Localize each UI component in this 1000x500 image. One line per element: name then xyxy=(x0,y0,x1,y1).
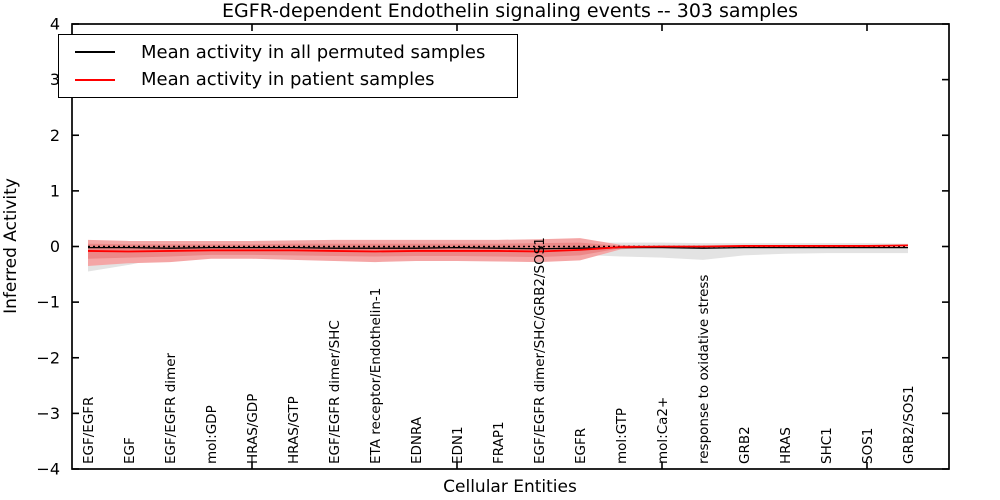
chart-title: EGFR-dependent Endothelin signaling even… xyxy=(222,0,798,22)
mean-line-patient xyxy=(87,244,909,253)
legend-item-patient: Mean activity in patient samples xyxy=(75,69,517,90)
x-category-label: EDNRA xyxy=(409,416,425,464)
x-category-label: mol:Ca2+ xyxy=(655,397,671,464)
y-tick-label: −4 xyxy=(36,460,60,479)
x-category-label: mol:GTP xyxy=(614,408,630,464)
legend-label-permuted: Mean activity in all permuted samples xyxy=(141,41,486,63)
plot-frame xyxy=(71,23,950,470)
bands-layer xyxy=(88,238,908,272)
x-category-label: EDN1 xyxy=(450,426,466,464)
y-tick-label: 0 xyxy=(50,237,60,256)
y-axis-label: Inferred Activity xyxy=(1,178,21,314)
legend-item-permuted: Mean activity in all permuted samples xyxy=(75,42,517,63)
x-category-label: EGF xyxy=(122,437,138,464)
x-category-label: response to oxidative stress xyxy=(696,275,712,464)
mean-line-permuted xyxy=(88,246,908,250)
x-category-label: GRB2 xyxy=(737,426,753,464)
x-category-label: GRB2/SOS1 xyxy=(901,385,917,464)
y-tick-label: −3 xyxy=(36,404,60,423)
y-tick-label: 2 xyxy=(50,126,60,145)
x-category-label: EGF/EGFR xyxy=(81,397,97,464)
lines-layer xyxy=(87,244,909,253)
x-category-label: HRAS/GTP xyxy=(286,396,302,464)
tick-labels-layer: −4 −3 −2 −1 0 1 2 3 4 EGF/EGFR EGF EGF/EGFR dimer mo… xyxy=(36,15,917,479)
y-tick-label: −2 xyxy=(36,348,60,367)
x-category-label: SHC1 xyxy=(819,427,835,464)
x-category-label: mol:GDP xyxy=(204,405,220,464)
legend-line-patient-icon xyxy=(75,78,115,81)
y-tick-label: 4 xyxy=(50,15,60,34)
x-category-label: SOS1 xyxy=(860,428,876,464)
legend: Mean activity in all permuted samples Me… xyxy=(58,34,518,98)
x-category-label: EGF/EGFR dimer/SHC/GRB2/SOS1 xyxy=(532,237,548,464)
x-category-label: HRAS/GDP xyxy=(245,394,261,464)
x-category-label: FRAP1 xyxy=(491,421,507,464)
x-category-label: EGF/EGFR dimer/SHC xyxy=(327,320,343,464)
x-category-label: ETA receptor/Endothelin-1 xyxy=(368,288,384,464)
y-tick-label: 1 xyxy=(50,181,60,200)
y-tick-label: −1 xyxy=(36,293,60,312)
legend-line-permuted-icon xyxy=(75,51,115,54)
x-axis-label: Cellular Entities xyxy=(443,477,577,497)
legend-label-patient: Mean activity in patient samples xyxy=(141,69,435,91)
x-category-label: EGFR xyxy=(573,428,589,464)
x-category-label: EGF/EGFR dimer xyxy=(163,352,179,464)
x-category-label: HRAS xyxy=(778,427,794,464)
y-tick-label: 3 xyxy=(50,70,60,89)
